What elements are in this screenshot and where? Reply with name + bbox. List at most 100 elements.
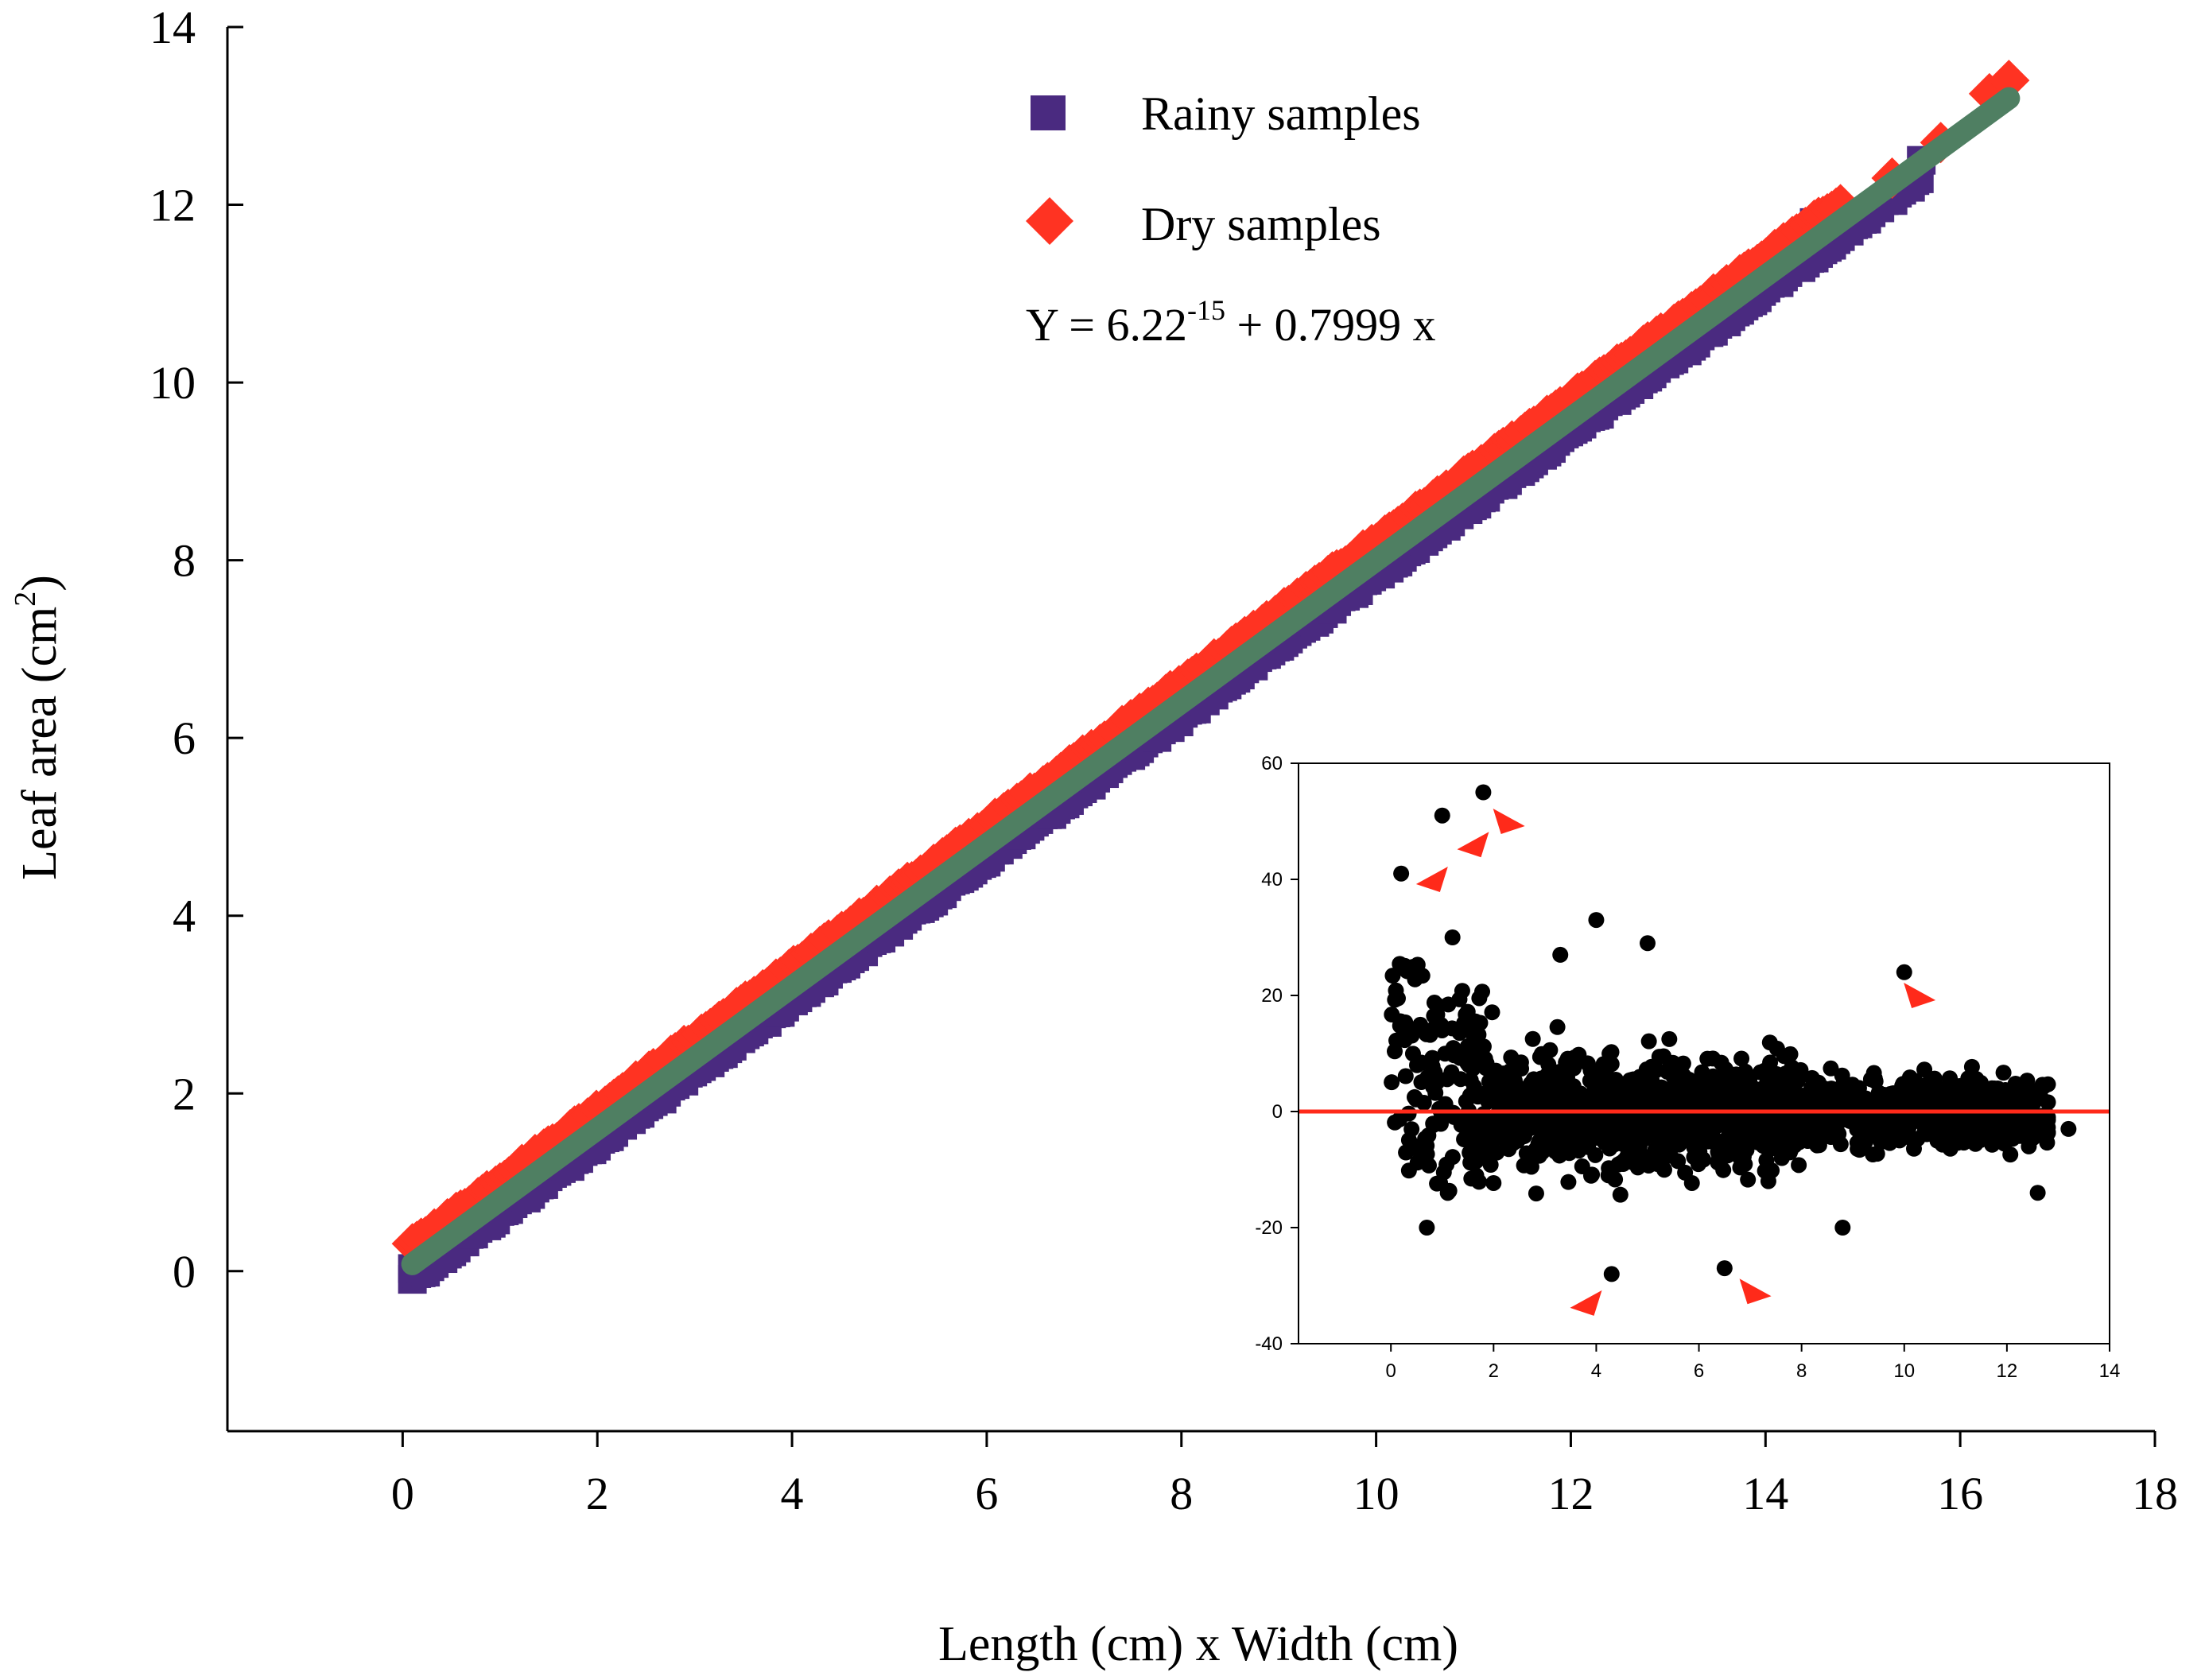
residual-point xyxy=(1467,1013,1484,1030)
equation-prefix: Y = 6.22 xyxy=(1026,299,1187,351)
residual-point xyxy=(1596,1128,1613,1145)
residual-point xyxy=(1761,1034,1778,1051)
residual-point xyxy=(1545,1122,1562,1139)
residual-point xyxy=(1485,1174,1502,1191)
residual-point xyxy=(1475,784,1492,801)
outlier-arrow xyxy=(1493,809,1525,834)
residual-point xyxy=(1834,1220,1851,1236)
residual-point xyxy=(1621,1080,1637,1096)
y-axis-title-sup: 2 xyxy=(9,592,42,607)
residual-point xyxy=(1584,1091,1601,1108)
residual-point xyxy=(1582,1062,1599,1079)
residual-point xyxy=(1465,1052,1481,1069)
residual-point xyxy=(1807,1118,1824,1135)
residual-point xyxy=(1387,991,1403,1008)
y-axis-title-end: ) xyxy=(13,575,67,592)
residual-point xyxy=(1471,990,1488,1007)
residual-point xyxy=(1565,1078,1582,1095)
residual-point xyxy=(1813,1091,1830,1108)
residual-point xyxy=(1993,1106,2009,1123)
residual-point xyxy=(1407,1139,1423,1156)
residual-point xyxy=(1633,1091,1650,1108)
x-tick-label: 4 xyxy=(781,1468,804,1519)
residual-point xyxy=(1426,995,1442,1011)
residual-point xyxy=(1712,1135,1729,1152)
equation-suffix: + 0.7999 x xyxy=(1225,299,1436,351)
residual-point xyxy=(1671,1081,1688,1097)
residual-point xyxy=(1686,1149,1702,1166)
residual-point xyxy=(1462,1072,1479,1088)
residual-point xyxy=(1411,1154,1427,1170)
residual-point xyxy=(1421,1025,1438,1042)
residual-point xyxy=(1970,1092,1986,1109)
residual-point xyxy=(1560,1174,1577,1190)
outlier-arrow xyxy=(1904,983,1936,1008)
residual-point xyxy=(1982,1083,1998,1100)
residual-point xyxy=(1842,1087,1859,1104)
residual-point xyxy=(1413,1054,1430,1071)
residual-point xyxy=(1661,1030,1678,1047)
residual-point xyxy=(1439,1106,1456,1123)
residual-point xyxy=(1735,1112,1752,1128)
residual-point xyxy=(1395,1021,1411,1038)
inset-frame xyxy=(1298,762,2110,1344)
residual-point xyxy=(1633,1116,1650,1133)
residual-point xyxy=(1960,1070,1977,1087)
y-axis-title: Leaf area (cm2) xyxy=(9,575,67,880)
residual-point xyxy=(1667,1095,1684,1112)
residual-point xyxy=(1651,1049,1667,1065)
residual-point xyxy=(1551,1095,1568,1112)
residual-point xyxy=(1865,1065,1882,1081)
legend-dry-marker xyxy=(1026,197,1073,245)
residual-point xyxy=(1419,1069,1436,1085)
inset-y-tick-label: 20 xyxy=(1261,985,1283,1007)
residual-point xyxy=(1513,1061,1530,1077)
residual-point xyxy=(1631,1070,1648,1087)
residual-point xyxy=(1942,1140,1958,1157)
residual-point xyxy=(1452,1050,1469,1066)
residual-point xyxy=(1776,1048,1792,1065)
residual-point xyxy=(1444,929,1461,945)
y-tick-label: 8 xyxy=(173,535,196,587)
residual-point xyxy=(1695,1122,1712,1139)
inset-x-tick-label: 4 xyxy=(1591,1360,1601,1382)
residual-point xyxy=(1683,1174,1700,1191)
residual-point xyxy=(1468,1167,1485,1184)
residual-point xyxy=(1468,1153,1485,1170)
residual-point xyxy=(1664,1111,1681,1127)
inset-x-tick-label: 0 xyxy=(1386,1360,1396,1382)
residual-point xyxy=(1912,1088,1928,1104)
residual-point xyxy=(1603,1044,1620,1061)
residual-point xyxy=(1909,1111,1926,1127)
residual-point xyxy=(1893,1082,1910,1099)
residual-point xyxy=(1647,1142,1663,1158)
residual-point xyxy=(1526,1112,1543,1129)
regression-equation: Y = 6.22-15 + 0.7999 x xyxy=(1026,294,1436,351)
residual-point xyxy=(1600,1167,1617,1184)
residual-point xyxy=(1757,1091,1774,1108)
residual-point xyxy=(1699,1050,1716,1067)
residual-point xyxy=(1880,1120,1896,1137)
residual-point xyxy=(1716,1260,1733,1277)
residual-point xyxy=(1497,1089,1514,1106)
residual-point xyxy=(2006,1115,2023,1131)
residual-point xyxy=(1928,1127,1945,1143)
residual-point xyxy=(1757,1162,1773,1179)
y-axis-title-main: Leaf area (cm xyxy=(13,607,67,880)
y-tick-label: 4 xyxy=(173,890,196,942)
residual-point xyxy=(1792,1061,1809,1078)
residual-point xyxy=(1597,1082,1613,1099)
residual-point xyxy=(1820,1114,1837,1131)
residual-point xyxy=(1660,1147,1676,1164)
residual-point xyxy=(1896,964,1912,980)
x-tick-label: 6 xyxy=(975,1468,998,1519)
residual-point xyxy=(1615,1156,1632,1173)
y-tick-label: 2 xyxy=(173,1068,196,1119)
residual-points xyxy=(1384,784,2077,1282)
residual-point xyxy=(1427,1084,1444,1101)
residual-point xyxy=(1653,1081,1670,1097)
residual-point xyxy=(1540,1056,1557,1073)
residual-point xyxy=(1574,1129,1590,1146)
residual-point xyxy=(1524,1030,1541,1047)
